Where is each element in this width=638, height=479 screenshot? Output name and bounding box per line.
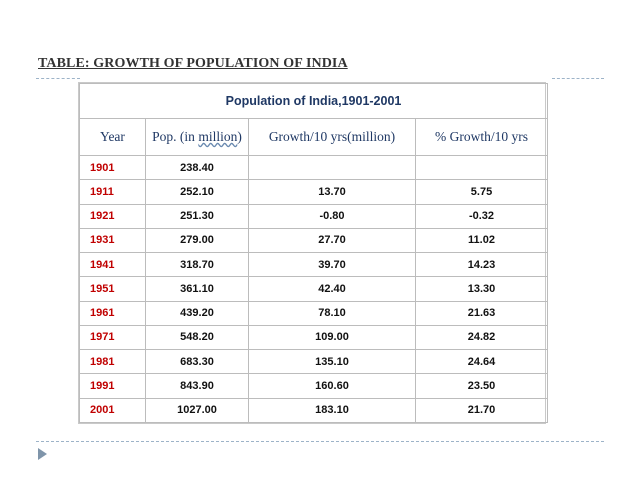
population-table: Population of India,1901-2001 Year Pop. … bbox=[79, 83, 548, 424]
percent-growth-cell: 13.30 bbox=[415, 276, 548, 302]
percent-growth-cell: 21.70 bbox=[415, 397, 548, 424]
population-cell: 238.40 bbox=[145, 154, 249, 181]
percent-growth-cell: 23.50 bbox=[415, 373, 548, 399]
header-percent-growth: % Growth/10 yrs bbox=[415, 118, 548, 156]
year-cell: 1951 bbox=[79, 276, 146, 302]
table-row: 1991 843.90 160.60 23.50 bbox=[79, 373, 548, 399]
percent-growth-cell: 5.75 bbox=[415, 179, 548, 205]
year-cell: 1971 bbox=[79, 324, 146, 351]
population-cell: 251.30 bbox=[145, 203, 249, 229]
table-row: 1951 361.10 42.40 13.30 bbox=[79, 276, 548, 302]
table-row: 1901 238.40 bbox=[79, 154, 548, 181]
table-caption: Population of India,1901-2001 bbox=[79, 83, 548, 119]
year-cell: 2001 bbox=[79, 397, 146, 424]
percent-growth-cell: 21.63 bbox=[415, 300, 548, 326]
year-cell: 1981 bbox=[79, 349, 146, 375]
header-population-unit: million bbox=[198, 129, 238, 144]
growth-cell: 183.10 bbox=[248, 397, 416, 424]
population-cell: 279.00 bbox=[145, 227, 249, 254]
year-cell: 1991 bbox=[79, 373, 146, 399]
population-cell: 1027.00 bbox=[145, 397, 249, 424]
growth-cell: 109.00 bbox=[248, 324, 416, 351]
header-population: Pop. (in million) bbox=[145, 118, 249, 156]
year-cell: 1961 bbox=[79, 300, 146, 326]
growth-cell: 160.60 bbox=[248, 373, 416, 399]
growth-cell: 78.10 bbox=[248, 300, 416, 326]
year-cell: 1921 bbox=[79, 203, 146, 229]
population-cell: 548.20 bbox=[145, 324, 249, 351]
year-cell: 1931 bbox=[79, 227, 146, 254]
percent-growth-cell: 24.64 bbox=[415, 349, 548, 375]
slide-title: TABLE: GROWTH OF POPULATION OF INDIA bbox=[38, 56, 348, 71]
table-row: 1961 439.20 78.10 21.63 bbox=[79, 300, 548, 326]
table-row: 2001 1027.00 183.10 21.70 bbox=[79, 397, 548, 424]
triangle-bullet-icon bbox=[38, 448, 47, 460]
population-cell: 843.90 bbox=[145, 373, 249, 399]
header-population-prefix: Pop. (in bbox=[152, 129, 199, 144]
top-divider-left bbox=[36, 78, 80, 79]
table-row: 1911 252.10 13.70 5.75 bbox=[79, 179, 548, 205]
percent-growth-cell bbox=[415, 154, 548, 181]
table-caption-row: Population of India,1901-2001 bbox=[79, 83, 548, 119]
table-row: 1941 318.70 39.70 14.23 bbox=[79, 252, 548, 278]
population-table-figure: Population of India,1901-2001 Year Pop. … bbox=[78, 82, 548, 424]
population-cell: 361.10 bbox=[145, 276, 249, 302]
table-row: 1981 683.30 135.10 24.64 bbox=[79, 349, 548, 375]
population-cell: 683.30 bbox=[145, 349, 249, 375]
header-year: Year bbox=[79, 118, 146, 156]
growth-cell bbox=[248, 154, 416, 181]
growth-cell: 135.10 bbox=[248, 349, 416, 375]
growth-cell: 27.70 bbox=[248, 227, 416, 254]
table-header-row: Year Pop. (in million) Growth/10 yrs(mil… bbox=[79, 118, 548, 156]
growth-cell: 42.40 bbox=[248, 276, 416, 302]
population-cell: 318.70 bbox=[145, 252, 249, 278]
top-divider-right bbox=[552, 78, 604, 79]
bottom-divider bbox=[36, 441, 604, 442]
growth-cell: -0.80 bbox=[248, 203, 416, 229]
percent-growth-cell: 14.23 bbox=[415, 252, 548, 278]
table-row: 1931 279.00 27.70 11.02 bbox=[79, 227, 548, 254]
header-population-suffix: ) bbox=[237, 129, 242, 144]
header-growth: Growth/10 yrs(million) bbox=[248, 118, 416, 156]
population-cell: 439.20 bbox=[145, 300, 249, 326]
percent-growth-cell: 11.02 bbox=[415, 227, 548, 254]
growth-cell: 13.70 bbox=[248, 179, 416, 205]
year-cell: 1941 bbox=[79, 252, 146, 278]
year-cell: 1911 bbox=[79, 179, 146, 205]
population-cell: 252.10 bbox=[145, 179, 249, 205]
table-row: 1921 251.30 -0.80 -0.32 bbox=[79, 203, 548, 229]
percent-growth-cell: -0.32 bbox=[415, 203, 548, 229]
growth-cell: 39.70 bbox=[248, 252, 416, 278]
table-row: 1971 548.20 109.00 24.82 bbox=[79, 324, 548, 351]
year-cell: 1901 bbox=[79, 154, 146, 181]
percent-growth-cell: 24.82 bbox=[415, 324, 548, 351]
